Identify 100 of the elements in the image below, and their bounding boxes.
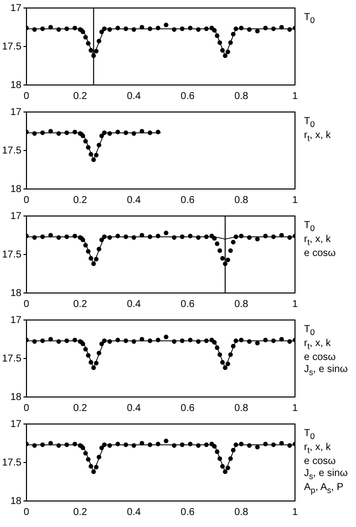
point bbox=[271, 26, 276, 32]
point bbox=[115, 338, 120, 342]
point bbox=[212, 28, 217, 33]
point bbox=[196, 339, 201, 344]
point bbox=[99, 30, 104, 34]
point bbox=[228, 40, 233, 45]
point bbox=[271, 234, 276, 240]
point bbox=[86, 249, 91, 254]
point bbox=[230, 240, 236, 244]
point bbox=[222, 469, 228, 474]
y-tick-label: 17.5 bbox=[2, 41, 22, 52]
point bbox=[132, 235, 136, 240]
point bbox=[48, 232, 53, 238]
x-tick-label: 0.8 bbox=[234, 298, 249, 310]
point bbox=[72, 338, 78, 342]
point bbox=[220, 360, 225, 365]
text: T$_{0}$ bbox=[304, 220, 316, 234]
point bbox=[228, 456, 233, 461]
point bbox=[164, 230, 168, 236]
point bbox=[83, 450, 88, 456]
point bbox=[64, 130, 70, 136]
point bbox=[204, 338, 209, 344]
point bbox=[230, 344, 236, 348]
point bbox=[287, 27, 292, 32]
point bbox=[102, 130, 107, 136]
point bbox=[204, 26, 209, 32]
point bbox=[172, 339, 176, 344]
point bbox=[196, 235, 201, 240]
point bbox=[214, 345, 220, 350]
point bbox=[124, 26, 128, 32]
point bbox=[164, 334, 168, 340]
x-tick-label: 0.2 bbox=[73, 402, 88, 414]
x-tick-label: 1 bbox=[292, 402, 298, 414]
x-tick-label: 0.2 bbox=[73, 194, 88, 206]
point bbox=[88, 152, 94, 157]
point bbox=[164, 438, 168, 444]
y-tick-label: 17.5 bbox=[2, 353, 22, 364]
point bbox=[156, 26, 160, 30]
point bbox=[220, 464, 225, 469]
point bbox=[180, 234, 185, 240]
point bbox=[96, 246, 102, 252]
point bbox=[40, 130, 45, 136]
point bbox=[214, 449, 220, 454]
point bbox=[263, 338, 268, 342]
text: r$_{t}$, x, k bbox=[304, 338, 332, 352]
point bbox=[234, 234, 238, 240]
point bbox=[94, 48, 99, 54]
x-tick-label: 0.8 bbox=[234, 194, 249, 206]
point bbox=[124, 338, 128, 344]
y-tick-label: 17 bbox=[10, 210, 22, 222]
point bbox=[279, 24, 284, 30]
text: J$_{s}$, e sinω bbox=[304, 364, 348, 378]
x-tick-label: 0.6 bbox=[180, 402, 195, 414]
point bbox=[96, 38, 102, 44]
point bbox=[64, 338, 70, 344]
point bbox=[72, 26, 78, 30]
point bbox=[188, 234, 193, 238]
point bbox=[263, 234, 268, 238]
point bbox=[188, 442, 193, 446]
point bbox=[56, 339, 61, 344]
point bbox=[156, 130, 160, 134]
text: r$_{t}$, x, k bbox=[304, 442, 332, 456]
point bbox=[247, 27, 252, 32]
point bbox=[255, 340, 260, 346]
point bbox=[228, 248, 233, 253]
point bbox=[94, 464, 99, 470]
point bbox=[196, 443, 201, 448]
x-tick-label: 1 bbox=[292, 506, 298, 518]
point bbox=[255, 236, 260, 242]
y-tick-label: 17 bbox=[10, 314, 22, 326]
y-tick-label: 18 bbox=[10, 288, 22, 299]
point bbox=[102, 338, 107, 344]
point bbox=[115, 442, 120, 446]
point bbox=[40, 442, 45, 448]
point bbox=[204, 442, 209, 448]
point bbox=[271, 442, 276, 448]
point bbox=[124, 130, 128, 136]
x-tick-label: 0 bbox=[24, 194, 30, 206]
point bbox=[156, 442, 160, 446]
point bbox=[64, 26, 70, 32]
point bbox=[88, 256, 94, 261]
point bbox=[218, 40, 222, 45]
point bbox=[214, 241, 220, 246]
point bbox=[94, 152, 99, 158]
point bbox=[234, 442, 238, 448]
point bbox=[220, 48, 225, 53]
point bbox=[32, 443, 37, 448]
point bbox=[226, 50, 230, 54]
point bbox=[64, 442, 70, 448]
point bbox=[230, 32, 236, 36]
point bbox=[96, 142, 102, 148]
point bbox=[132, 27, 136, 32]
y-tick-label: 17.5 bbox=[2, 145, 22, 156]
point bbox=[32, 27, 37, 32]
x-tick-label: 0 bbox=[24, 90, 30, 102]
point bbox=[238, 26, 244, 30]
point bbox=[180, 338, 185, 344]
point bbox=[40, 26, 45, 32]
point bbox=[91, 469, 96, 474]
x-tick-label: 0.2 bbox=[73, 298, 88, 310]
